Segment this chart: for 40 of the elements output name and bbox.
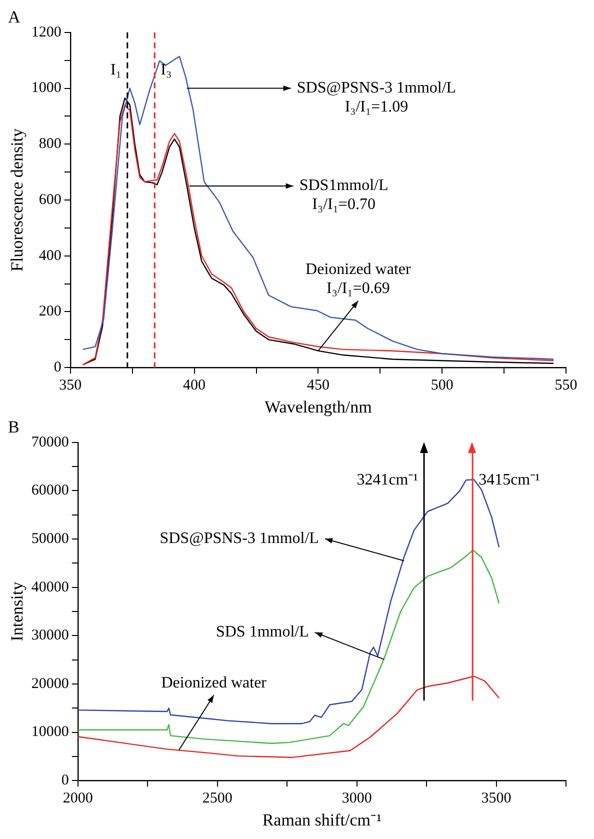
y-tick-label: 1000 — [31, 80, 62, 96]
annotation: SDS@PSNS-3 1mmol/L — [160, 530, 319, 547]
y-tick-label: 40000 — [31, 579, 69, 596]
x-axis-title: Raman shift/cm⁻¹ — [262, 810, 382, 830]
x-tick-label: 500 — [430, 378, 454, 394]
y-tick-label: 800 — [38, 136, 62, 152]
annotation: SDS1mmol/L I₃/I₁=0.70 — [299, 177, 388, 214]
annotation: Deionized water — [161, 674, 268, 692]
y-tick-label: 70000 — [31, 434, 69, 450]
ref-line-label: 3415cm⁻¹ — [478, 472, 540, 489]
chart-title: A — [8, 8, 21, 27]
x-tick-label: 3000 — [342, 790, 372, 807]
y-tick-label: 0 — [61, 772, 69, 789]
x-tick-label: 450 — [306, 378, 330, 394]
annotation: SDS@PSNS-3 1mmol/L I₃/I₁=1.09 — [296, 79, 456, 116]
y-tick-label: 50000 — [31, 530, 69, 547]
x-tick-label: 400 — [183, 378, 206, 394]
x-tick-label: 550 — [554, 378, 578, 394]
y-tick-label: 0 — [54, 360, 62, 376]
chart-title: B — [8, 418, 20, 437]
x-axis-title: Wavelength/nm — [264, 397, 372, 416]
ref-line-label: 3241cm⁻¹ — [356, 472, 418, 489]
y-axis-title: Fluorescence density — [8, 128, 27, 272]
x-tick-label: 350 — [59, 378, 82, 394]
y-tick-label: 1200 — [31, 24, 62, 40]
ref-line-label: I₁ — [110, 62, 122, 79]
y-tick-label: 60000 — [31, 482, 69, 499]
annotation: SDS 1mmol/L — [216, 624, 309, 641]
y-tick-label: 200 — [38, 304, 62, 320]
y-tick-label: 600 — [38, 192, 62, 208]
ref-line-label: I₃ — [160, 62, 172, 79]
y-tick-label: 20000 — [31, 676, 69, 692]
y-tick-label: 10000 — [31, 724, 69, 740]
annotation: Deionized water I₃/I₁=0.69 — [306, 261, 412, 298]
y-axis-title: Intensity — [8, 581, 27, 642]
y-tick-label: 400 — [38, 248, 62, 264]
x-tick-label: 2000 — [62, 790, 93, 807]
x-tick-label: 3500 — [481, 790, 512, 807]
y-tick-label: 30000 — [31, 628, 69, 644]
x-tick-label: 2500 — [202, 790, 232, 807]
